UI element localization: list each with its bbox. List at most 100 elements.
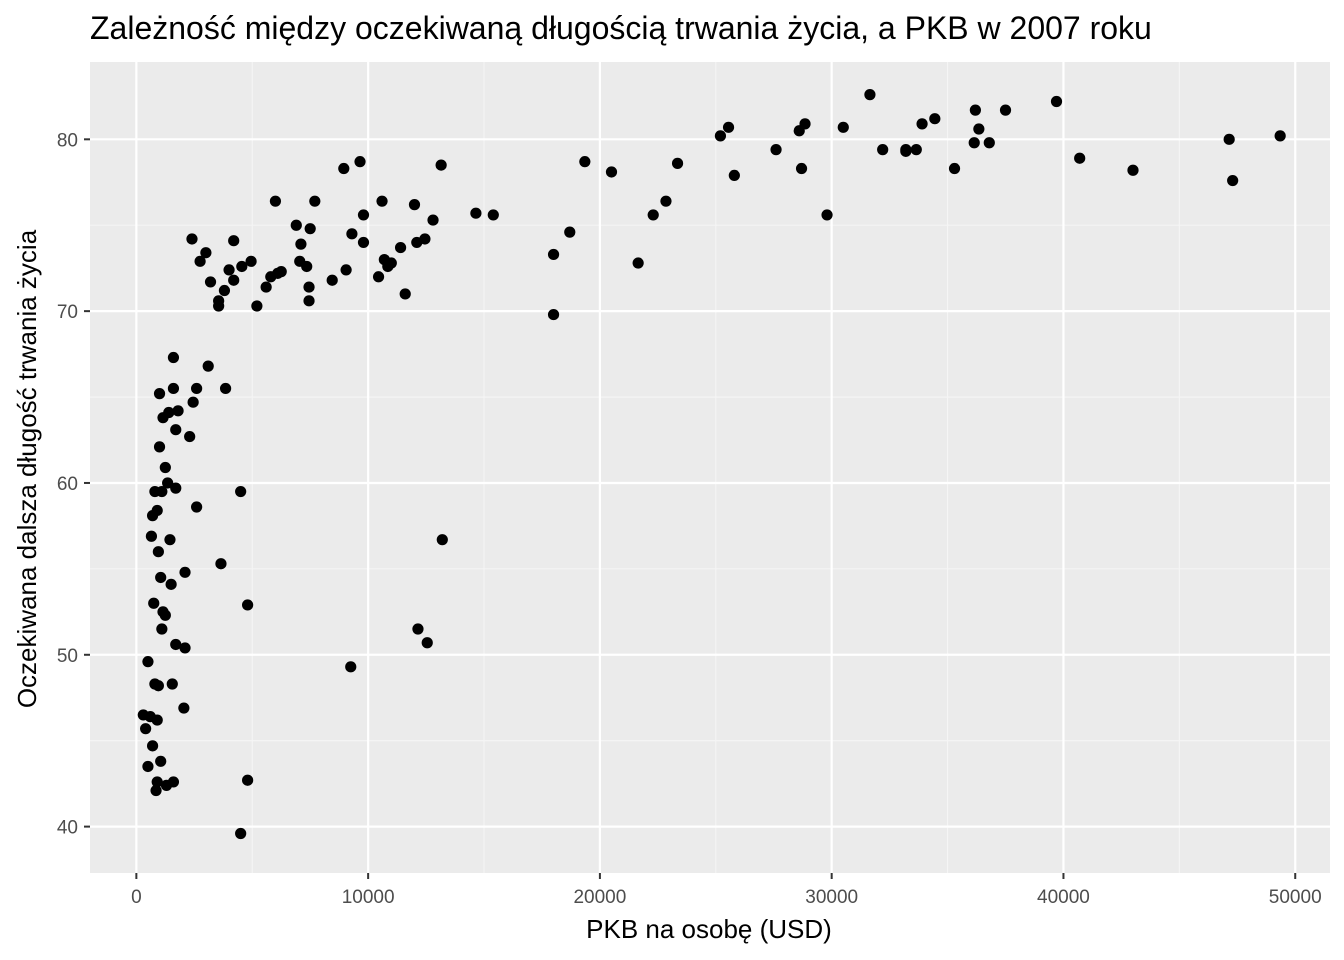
data-point bbox=[301, 260, 313, 273]
data-point bbox=[605, 166, 618, 178]
data-point bbox=[910, 144, 922, 156]
data-point bbox=[151, 776, 163, 788]
data-point bbox=[179, 642, 191, 654]
data-point bbox=[722, 121, 735, 133]
data-point bbox=[251, 300, 263, 312]
x-tick-label: 40000 bbox=[1037, 887, 1090, 908]
data-point bbox=[275, 266, 287, 278]
data-point bbox=[1274, 130, 1286, 142]
data-point bbox=[376, 195, 388, 207]
data-point bbox=[166, 678, 178, 690]
data-point bbox=[242, 774, 254, 786]
data-point bbox=[660, 195, 672, 207]
data-point bbox=[191, 382, 203, 395]
data-point bbox=[142, 656, 154, 668]
data-point bbox=[170, 638, 182, 651]
data-point bbox=[164, 534, 176, 546]
data-point bbox=[821, 209, 833, 221]
data-point bbox=[346, 228, 358, 240]
data-point bbox=[202, 360, 214, 372]
data-point bbox=[187, 396, 199, 408]
data-point bbox=[564, 226, 576, 238]
data-point bbox=[155, 571, 167, 584]
data-point bbox=[236, 260, 248, 273]
data-point bbox=[799, 118, 811, 130]
data-point bbox=[235, 827, 247, 840]
data-point bbox=[632, 257, 644, 269]
data-point bbox=[770, 144, 782, 156]
data-point bbox=[155, 755, 167, 767]
data-point bbox=[162, 477, 174, 489]
x-tick-label: 20000 bbox=[573, 887, 626, 908]
data-point bbox=[159, 609, 171, 621]
data-point bbox=[547, 248, 560, 261]
x-axis-title: PKB na osobę (USD) bbox=[586, 914, 832, 944]
data-point bbox=[345, 661, 357, 673]
data-point bbox=[671, 157, 684, 169]
data-point bbox=[916, 118, 928, 130]
data-point bbox=[194, 255, 206, 267]
data-point bbox=[1223, 133, 1235, 145]
plot-panel bbox=[90, 62, 1330, 873]
data-point bbox=[547, 308, 560, 321]
data-point bbox=[152, 680, 164, 692]
data-point bbox=[200, 247, 212, 259]
y-tick-label: 40 bbox=[57, 818, 78, 839]
data-point bbox=[728, 169, 740, 182]
data-point bbox=[186, 233, 198, 245]
data-point bbox=[148, 597, 160, 609]
data-point bbox=[213, 295, 225, 307]
y-tick-label: 60 bbox=[57, 474, 78, 495]
data-point bbox=[436, 534, 448, 546]
x-axis-ticks: 0 10000 20000 30000 40000 50000 bbox=[131, 873, 1322, 908]
data-point bbox=[357, 236, 370, 249]
data-point bbox=[218, 284, 231, 297]
data-point bbox=[242, 599, 254, 611]
data-point bbox=[864, 89, 876, 101]
data-point bbox=[235, 485, 247, 498]
data-point bbox=[968, 137, 980, 149]
data-point bbox=[159, 461, 171, 474]
data-point bbox=[579, 156, 591, 168]
data-point bbox=[647, 209, 659, 221]
data-point bbox=[877, 144, 889, 156]
data-point bbox=[900, 144, 912, 156]
data-point bbox=[338, 162, 350, 175]
data-point bbox=[309, 195, 321, 207]
data-point bbox=[399, 288, 411, 300]
data-point bbox=[408, 199, 421, 211]
data-point bbox=[326, 274, 338, 286]
data-point bbox=[1050, 95, 1063, 108]
y-tick-label: 80 bbox=[57, 130, 78, 151]
data-point bbox=[151, 714, 163, 726]
data-point bbox=[969, 104, 981, 116]
data-point bbox=[142, 760, 154, 773]
x-tick-label: 50000 bbox=[1269, 887, 1322, 908]
data-point bbox=[260, 281, 272, 293]
data-point bbox=[179, 566, 191, 578]
data-point bbox=[487, 209, 499, 221]
data-point bbox=[372, 271, 385, 283]
data-point bbox=[191, 501, 203, 513]
data-point bbox=[999, 104, 1012, 116]
data-point bbox=[1074, 152, 1086, 164]
data-point bbox=[837, 121, 849, 133]
data-point bbox=[435, 159, 447, 171]
data-point bbox=[245, 255, 257, 267]
data-point bbox=[228, 235, 240, 247]
data-point bbox=[340, 264, 352, 276]
data-point bbox=[172, 405, 184, 417]
data-point bbox=[427, 214, 439, 226]
data-point bbox=[303, 281, 315, 293]
data-point bbox=[973, 123, 985, 135]
data-point bbox=[1227, 174, 1239, 187]
x-tick-label: 10000 bbox=[342, 887, 395, 908]
data-point bbox=[152, 546, 164, 558]
x-tick-label: 30000 bbox=[805, 887, 858, 908]
y-axis-title: Oczekiwana dalsza długość trwania życia bbox=[12, 229, 42, 708]
y-axis-ticks: 40 50 60 70 80 bbox=[57, 130, 90, 839]
data-point bbox=[1127, 164, 1139, 176]
data-point bbox=[156, 623, 168, 635]
data-point bbox=[153, 441, 166, 453]
